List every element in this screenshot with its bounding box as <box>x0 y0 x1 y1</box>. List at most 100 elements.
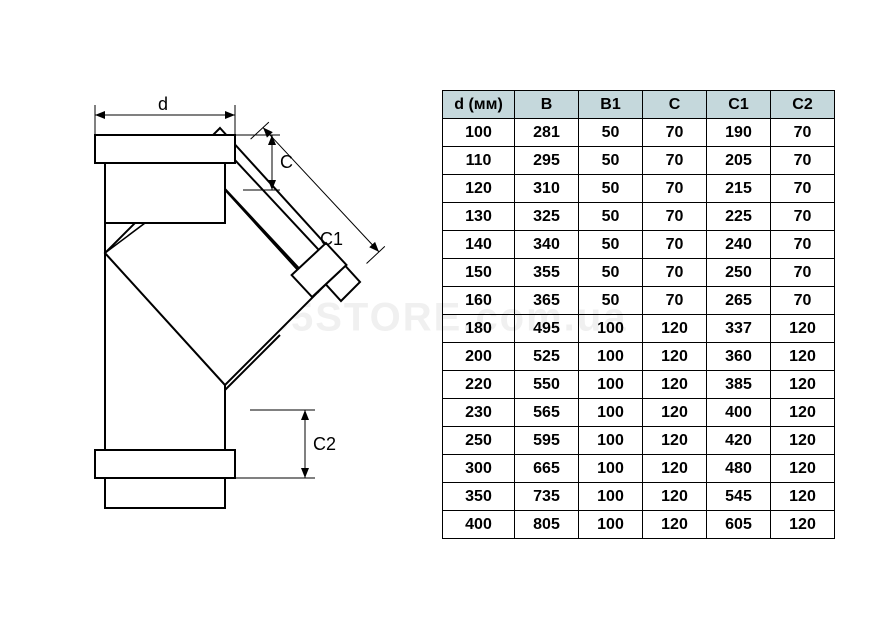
table-cell: 120 <box>643 315 707 343</box>
table-cell: 545 <box>707 483 771 511</box>
col-header: C1 <box>707 91 771 119</box>
table-row: 350735100120545120 <box>443 483 835 511</box>
table-cell: 150 <box>443 259 515 287</box>
table-cell: 250 <box>443 427 515 455</box>
table-cell: 325 <box>515 203 579 231</box>
table-cell: 50 <box>579 175 643 203</box>
table-cell: 120 <box>771 343 835 371</box>
table-cell: 120 <box>643 427 707 455</box>
table-cell: 70 <box>771 175 835 203</box>
table-cell: 665 <box>515 455 579 483</box>
table-cell: 350 <box>443 483 515 511</box>
dimensions-table: d (мм)BB1CC1C2 1002815070190701102955070… <box>442 90 835 539</box>
table-cell: 480 <box>707 455 771 483</box>
table-cell: 120 <box>771 399 835 427</box>
table-cell: 50 <box>579 147 643 175</box>
table-cell: 70 <box>771 119 835 147</box>
table-cell: 550 <box>515 371 579 399</box>
table-cell: 70 <box>643 231 707 259</box>
table-row: 120310507021570 <box>443 175 835 203</box>
table-row: 300665100120480120 <box>443 455 835 483</box>
table-cell: 225 <box>707 203 771 231</box>
table-row: 400805100120605120 <box>443 511 835 539</box>
table-cell: 70 <box>771 287 835 315</box>
table-cell: 100 <box>579 343 643 371</box>
table-cell: 360 <box>707 343 771 371</box>
table-cell: 110 <box>443 147 515 175</box>
table-cell: 120 <box>643 483 707 511</box>
table-row: 150355507025070 <box>443 259 835 287</box>
table-cell: 120 <box>771 371 835 399</box>
table-cell: 215 <box>707 175 771 203</box>
table-cell: 100 <box>579 399 643 427</box>
table-cell: 100 <box>579 427 643 455</box>
table-cell: 100 <box>579 511 643 539</box>
col-header: B <box>515 91 579 119</box>
table-cell: 525 <box>515 343 579 371</box>
table-cell: 180 <box>443 315 515 343</box>
table-cell: 100 <box>579 483 643 511</box>
table-cell: 120 <box>643 343 707 371</box>
dim-d-label: d <box>158 94 168 114</box>
table-cell: 120 <box>643 511 707 539</box>
table-cell: 100 <box>579 315 643 343</box>
table-cell: 495 <box>515 315 579 343</box>
table-cell: 140 <box>443 231 515 259</box>
table-cell: 70 <box>771 203 835 231</box>
table-cell: 281 <box>515 119 579 147</box>
table-cell: 100 <box>443 119 515 147</box>
table-cell: 50 <box>579 119 643 147</box>
table-cell: 70 <box>771 231 835 259</box>
table-cell: 400 <box>707 399 771 427</box>
table-cell: 120 <box>771 511 835 539</box>
table-cell: 230 <box>443 399 515 427</box>
table-cell: 420 <box>707 427 771 455</box>
table-cell: 605 <box>707 511 771 539</box>
dim-c2-label: C2 <box>313 434 336 454</box>
table-row: 100281507019070 <box>443 119 835 147</box>
table-row: 140340507024070 <box>443 231 835 259</box>
table-cell: 595 <box>515 427 579 455</box>
table-cell: 120 <box>443 175 515 203</box>
table-cell: 50 <box>579 203 643 231</box>
table-cell: 265 <box>707 287 771 315</box>
dim-c1-label: C1 <box>320 229 343 249</box>
table-cell: 250 <box>707 259 771 287</box>
table-cell: 805 <box>515 511 579 539</box>
col-header: d (мм) <box>443 91 515 119</box>
table-cell: 120 <box>771 483 835 511</box>
table-cell: 300 <box>443 455 515 483</box>
tee-diagram: d C C1 C2 <box>50 90 400 530</box>
table-cell: 337 <box>707 315 771 343</box>
table-row: 160365507026570 <box>443 287 835 315</box>
table-row: 200525100120360120 <box>443 343 835 371</box>
table-cell: 385 <box>707 371 771 399</box>
table-cell: 70 <box>643 203 707 231</box>
table-row: 220550100120385120 <box>443 371 835 399</box>
table-cell: 70 <box>643 147 707 175</box>
col-header: C <box>643 91 707 119</box>
table-cell: 295 <box>515 147 579 175</box>
table-cell: 200 <box>443 343 515 371</box>
dim-c-label: C <box>280 152 293 172</box>
table-cell: 70 <box>643 259 707 287</box>
table-cell: 365 <box>515 287 579 315</box>
table-cell: 120 <box>771 455 835 483</box>
table-row: 180495100120337120 <box>443 315 835 343</box>
table-cell: 100 <box>579 371 643 399</box>
table-cell: 160 <box>443 287 515 315</box>
table-row: 110295507020570 <box>443 147 835 175</box>
table-cell: 310 <box>515 175 579 203</box>
table-cell: 70 <box>771 147 835 175</box>
table-cell: 100 <box>579 455 643 483</box>
table-cell: 120 <box>771 427 835 455</box>
table-row: 230565100120400120 <box>443 399 835 427</box>
table-cell: 120 <box>643 399 707 427</box>
table-cell: 735 <box>515 483 579 511</box>
table-cell: 120 <box>643 455 707 483</box>
table-cell: 190 <box>707 119 771 147</box>
table-cell: 50 <box>579 287 643 315</box>
table-cell: 400 <box>443 511 515 539</box>
table-cell: 70 <box>643 175 707 203</box>
table-cell: 120 <box>643 371 707 399</box>
